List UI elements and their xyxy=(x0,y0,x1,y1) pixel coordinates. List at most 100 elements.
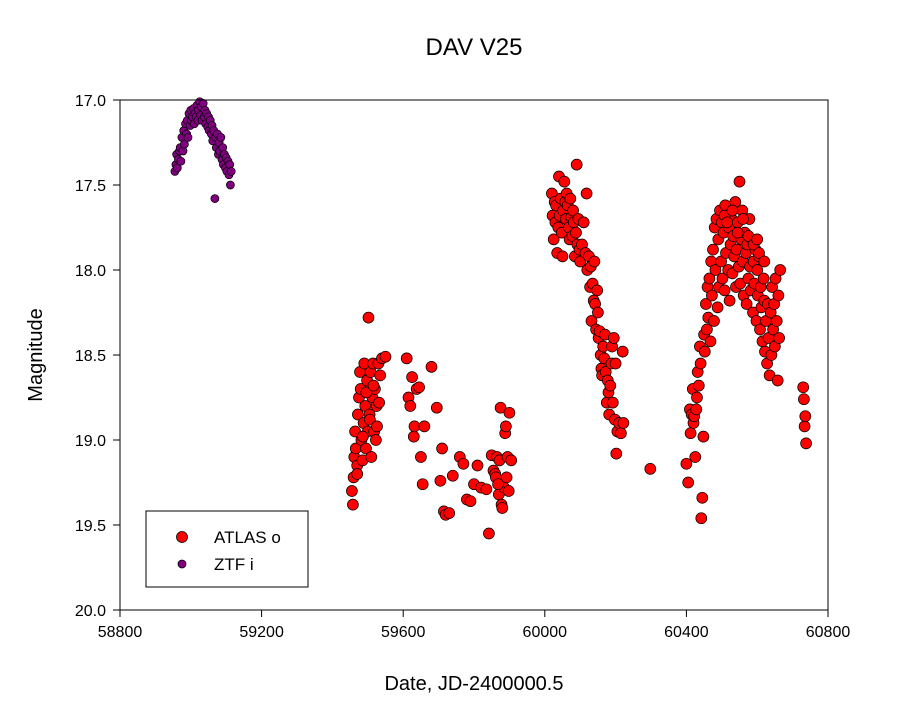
atlas-o-point xyxy=(564,192,577,205)
atlas-o-point xyxy=(644,463,657,475)
y-tick-label: 20.0 xyxy=(75,603,106,620)
atlas-o-point xyxy=(370,434,382,446)
atlas-o-point xyxy=(751,233,764,246)
ztf-i-point xyxy=(226,167,236,176)
y-tick-label: 17.0 xyxy=(75,93,106,110)
x-axis-title: Date, JD-2400000.5 xyxy=(384,673,563,695)
atlas-o-point xyxy=(616,345,629,358)
legend: ATLAS o ZTF i xyxy=(145,510,309,588)
atlas-o-point xyxy=(691,391,703,404)
atlas-o-point xyxy=(379,350,392,363)
y-tick-label: 19.5 xyxy=(75,518,106,535)
atlas-o-point xyxy=(502,485,515,497)
ztf-i-point xyxy=(172,163,182,173)
atlas-o-point xyxy=(347,498,359,511)
atlas-o-point xyxy=(558,175,571,188)
atlas-o-point xyxy=(367,379,380,392)
ztf-i-point xyxy=(183,133,193,142)
plot-area xyxy=(170,97,812,540)
atlas-o-point xyxy=(480,483,493,496)
atlas-o-point xyxy=(406,371,418,383)
atlas-o-point xyxy=(408,420,421,433)
atlas-o-point xyxy=(708,315,720,327)
y-tick-label: 17.5 xyxy=(75,178,106,195)
ztf-i-point xyxy=(226,180,235,190)
atlas-o-point xyxy=(703,272,716,285)
atlas-o-point xyxy=(772,289,785,302)
atlas-o-point xyxy=(723,294,736,307)
legend-box xyxy=(145,510,309,588)
atlas-o-point xyxy=(797,381,810,394)
x-tick-label: 59200 xyxy=(239,624,284,641)
atlas-o-point xyxy=(692,379,705,392)
atlas-o-point xyxy=(737,213,749,225)
atlas-o-point xyxy=(464,495,477,508)
atlas-o-point xyxy=(711,301,724,314)
atlas-o-point xyxy=(364,413,376,426)
atlas-o-point xyxy=(698,345,711,358)
atlas-o-point xyxy=(604,379,617,392)
y-tick-label: 19.0 xyxy=(75,433,106,450)
atlas-o-point xyxy=(754,323,766,336)
atlas-o-point xyxy=(696,491,709,504)
atlas-o-point xyxy=(503,406,516,419)
atlas-o-point xyxy=(707,243,719,256)
atlas-o-point xyxy=(446,469,459,482)
atlas-o-point xyxy=(798,393,810,406)
x-tick-label: 60000 xyxy=(523,624,568,641)
atlas-o-point xyxy=(425,361,438,373)
atlas-o-point xyxy=(700,298,712,310)
atlas-o-point xyxy=(373,396,385,409)
x-tick-label: 58800 xyxy=(98,624,143,641)
atlas-o-point xyxy=(695,512,708,525)
ztf-i-point xyxy=(176,156,186,166)
atlas-o-point xyxy=(617,417,630,429)
atlas-o-point xyxy=(371,420,383,433)
atlas-o-point xyxy=(404,400,417,412)
atlas-o-point xyxy=(680,457,693,470)
atlas-o-point xyxy=(436,442,448,455)
atlas-o-point xyxy=(567,204,579,217)
atlas-o-point xyxy=(689,451,702,463)
atlas-o-point xyxy=(798,420,811,433)
y-tick-label: 18.0 xyxy=(75,263,106,280)
atlas-o-point xyxy=(362,311,375,324)
atlas-o-point xyxy=(430,401,443,414)
atlas-o-point xyxy=(771,374,784,387)
atlas-o-point xyxy=(556,250,569,263)
axis-ticks: 58800 59200 59600 60000 60400 60800 17.0 17.5 18… xyxy=(75,93,850,641)
atlas-o-point xyxy=(757,272,770,285)
legend-label-ztf: ZTF i xyxy=(214,555,254,574)
atlas-o-point xyxy=(492,478,504,491)
atlas-o-point xyxy=(706,289,718,302)
x-tick-label: 60800 xyxy=(806,624,851,641)
atlas-o-point xyxy=(799,410,812,423)
atlas-o-point xyxy=(726,204,739,217)
atlas-o-point xyxy=(346,485,358,497)
atlas-o-point xyxy=(494,401,507,414)
atlas-o-point xyxy=(774,264,787,276)
atlas-o-point xyxy=(415,451,427,463)
atlas-o-point xyxy=(709,264,722,276)
atlas-o-point xyxy=(753,247,765,259)
atlas-o-point xyxy=(356,430,369,443)
atlas-o-point xyxy=(733,175,746,188)
atlas-o-point xyxy=(758,255,771,268)
atlas-o-point xyxy=(704,335,717,348)
y-axis-title: Magnitude xyxy=(25,308,47,401)
atlas-o-point xyxy=(570,158,583,171)
ztf-i-point xyxy=(180,139,189,149)
atlas-o-point xyxy=(570,226,582,239)
atlas-o-point xyxy=(684,427,697,440)
atlas-o-point xyxy=(606,396,619,409)
atlas-o-point xyxy=(407,430,420,443)
atlas-o-point xyxy=(697,430,710,443)
atlas-o-point xyxy=(365,451,378,463)
ztf-i-point xyxy=(216,133,226,142)
atlas-o-point xyxy=(443,507,456,519)
atlas-o-point xyxy=(731,226,744,239)
atlas-o-point xyxy=(547,233,560,246)
x-tick-label: 60400 xyxy=(664,624,709,641)
atlas-o-point xyxy=(615,427,627,440)
atlas-o-point xyxy=(416,478,429,491)
